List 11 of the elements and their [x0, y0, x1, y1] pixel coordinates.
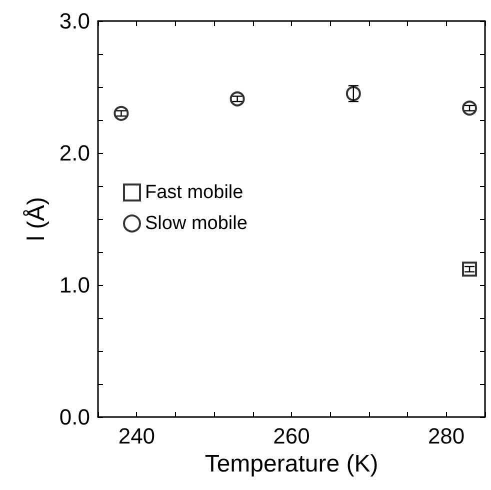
x-tick-label: 240: [118, 424, 156, 448]
x-tick-label: 260: [273, 424, 310, 448]
legend-label: Fast mobile: [145, 182, 244, 203]
y-tick-label: 2.0: [59, 140, 90, 166]
x-axis-title: Temperature (K): [204, 450, 378, 478]
y-axis-title: l (Å): [23, 197, 50, 241]
y-tick-label: 3.0: [59, 8, 90, 34]
y-tick-label: 0.0: [59, 404, 90, 430]
x-tick-label: 280: [428, 424, 465, 448]
legend-label: Slow mobile: [145, 213, 248, 234]
y-tick-label: 1.0: [59, 272, 90, 298]
